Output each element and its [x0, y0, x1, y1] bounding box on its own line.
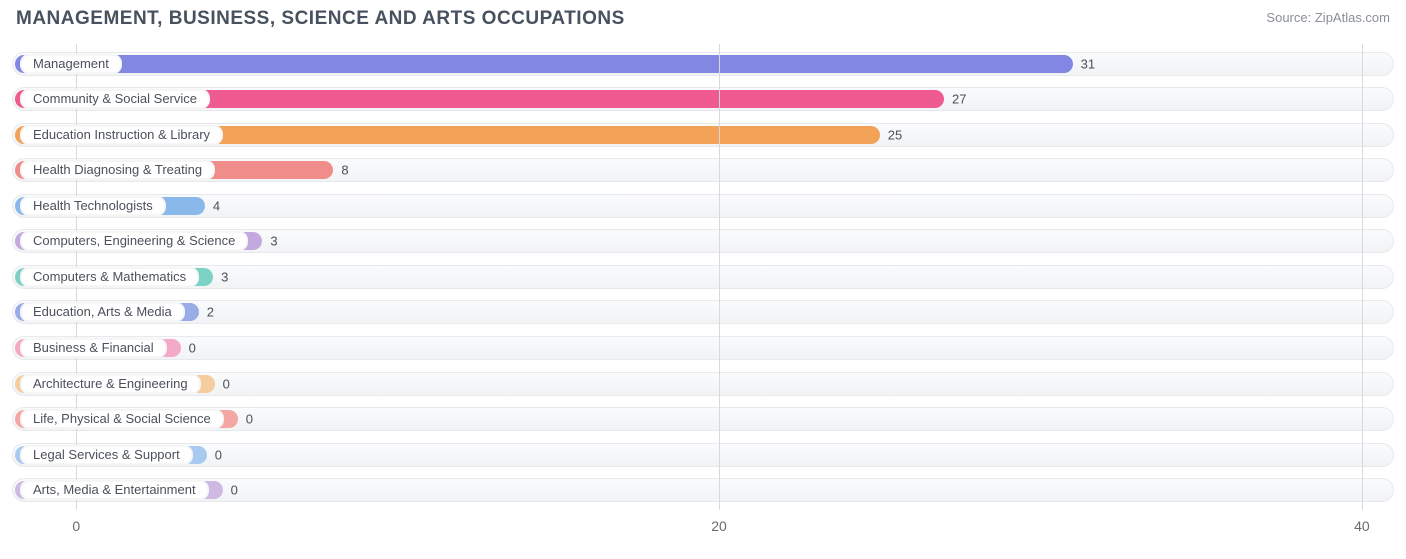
bar-row: Management 31	[12, 52, 1394, 76]
bar-label-pill: Architecture & Engineering	[20, 374, 201, 394]
x-tick-label: 0	[72, 518, 80, 534]
bar-label-pill: Community & Social Service	[20, 89, 210, 109]
x-tick-label: 20	[711, 518, 727, 534]
bar-value-label: 0	[231, 483, 238, 498]
bar-row: Legal Services & Support 0	[12, 443, 1394, 467]
bar-track	[12, 300, 1394, 324]
source-attribution: Source: ZipAtlas.com	[1266, 8, 1390, 25]
bar-label-pill: Management	[20, 54, 122, 74]
bar-value-label: 0	[189, 341, 196, 356]
bar-value-label: 4	[213, 198, 220, 213]
bar-row: Arts, Media & Entertainment 0	[12, 478, 1394, 502]
bar-track	[12, 336, 1394, 360]
plot-area: Management 31 Community & Social Service 27…	[12, 44, 1394, 534]
bar-label-pill: Health Diagnosing & Treating	[20, 160, 215, 180]
bar-value-label: 25	[888, 127, 902, 142]
bar-row: Health Diagnosing & Treating 8	[12, 158, 1394, 182]
bar-row: Education, Arts & Media 2	[12, 300, 1394, 324]
bar-label-pill: Arts, Media & Entertainment	[20, 480, 209, 500]
bar-row: Life, Physical & Social Science 0	[12, 407, 1394, 431]
bar-track	[12, 265, 1394, 289]
bar-value-label: 3	[270, 234, 277, 249]
bar-label-pill: Legal Services & Support	[20, 445, 193, 465]
bar-row: Business & Financial 0	[12, 336, 1394, 360]
bar-value-label: 31	[1081, 56, 1095, 71]
bars-group: Management 31 Community & Social Service 27…	[12, 44, 1394, 510]
gridline	[719, 44, 720, 510]
bar-track	[12, 372, 1394, 396]
chart-title: MANAGEMENT, BUSINESS, SCIENCE AND ARTS O…	[16, 8, 625, 30]
bar-value-label: 0	[215, 447, 222, 462]
chart-container: MANAGEMENT, BUSINESS, SCIENCE AND ARTS O…	[0, 0, 1406, 559]
x-tick-label: 40	[1354, 518, 1370, 534]
bar-value-label: 2	[207, 305, 214, 320]
chart-header: MANAGEMENT, BUSINESS, SCIENCE AND ARTS O…	[12, 8, 1394, 30]
source-name: ZipAtlas.com	[1315, 10, 1390, 25]
bar-value-label: 0	[223, 376, 230, 391]
bar-row: Education Instruction & Library 25	[12, 123, 1394, 147]
bar-label-pill: Computers & Mathematics	[20, 267, 199, 287]
bar-row: Health Technologists 4	[12, 194, 1394, 218]
bar-row: Architecture & Engineering 0	[12, 372, 1394, 396]
source-prefix: Source:	[1266, 10, 1311, 25]
bar-fill	[15, 55, 1073, 73]
bar-label-pill: Education, Arts & Media	[20, 302, 185, 322]
gridline	[1362, 44, 1363, 510]
bar-label-pill: Education Instruction & Library	[20, 125, 223, 145]
bar-value-label: 8	[341, 163, 348, 178]
bar-label-pill: Life, Physical & Social Science	[20, 409, 224, 429]
bar-label-pill: Computers, Engineering & Science	[20, 231, 248, 251]
bar-value-label: 0	[246, 412, 253, 427]
bar-value-label: 27	[952, 92, 966, 107]
bar-row: Community & Social Service 27	[12, 87, 1394, 111]
bar-label-pill: Business & Financial	[20, 338, 167, 358]
bar-value-label: 3	[221, 269, 228, 284]
bar-row: Computers, Engineering & Science 3	[12, 229, 1394, 253]
bar-label-pill: Health Technologists	[20, 196, 166, 216]
bar-row: Computers & Mathematics 3	[12, 265, 1394, 289]
